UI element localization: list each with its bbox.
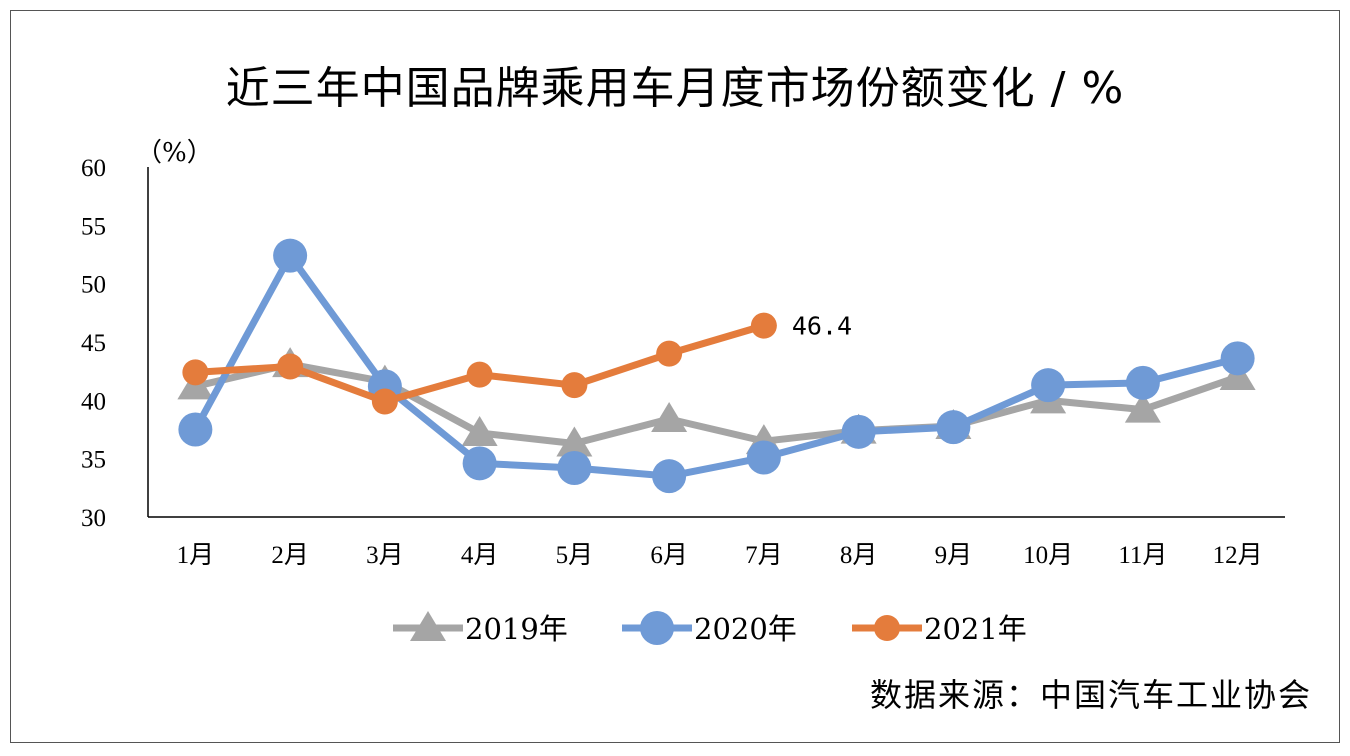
- x-tick-label: 3月: [366, 542, 404, 569]
- y-tick-label: 30: [81, 505, 106, 532]
- chart-title: 近三年中国品牌乘用车月度市场份额变化 / %: [225, 63, 1125, 114]
- x-tick-label: 7月: [745, 542, 783, 569]
- y-tick-label: 40: [81, 388, 106, 415]
- data-point-circle: [1031, 368, 1066, 403]
- legend-marker-circle: [874, 615, 900, 641]
- legend-marker-triangle: [410, 611, 446, 641]
- x-tick-label: 11月: [1118, 542, 1167, 569]
- data-label: 46.4: [792, 312, 852, 341]
- y-tick-label: 45: [81, 330, 106, 357]
- data-point-circle: [746, 440, 781, 475]
- legend-label: 2020年: [694, 612, 797, 646]
- y-tick-label: 50: [81, 272, 106, 299]
- data-point-circle: [462, 446, 497, 481]
- data-point-triangle: [461, 416, 498, 446]
- legend-marker-circle: [640, 611, 674, 645]
- data-point-circle: [371, 388, 398, 415]
- data-source-note: 数据来源：中国汽车工业协会: [869, 676, 1312, 714]
- data-point-circle: [1220, 341, 1255, 376]
- y-axis-unit-label: （%）: [136, 138, 213, 168]
- data-point-circle: [466, 361, 493, 388]
- y-tick-label: 60: [81, 155, 106, 182]
- x-tick-label: 10月: [1023, 542, 1073, 569]
- data-point-triangle: [651, 402, 688, 432]
- x-tick-label: 1月: [177, 542, 215, 569]
- data-point-circle: [936, 410, 971, 445]
- data-point-circle: [652, 459, 687, 494]
- x-tick-label: 9月: [935, 542, 973, 569]
- data-point-circle: [656, 340, 683, 367]
- y-tick-label: 55: [81, 213, 106, 240]
- data-point-circle: [841, 414, 876, 449]
- series-line-2020年: [191, 252, 1242, 480]
- y-tick-label: 35: [81, 447, 106, 474]
- data-point-circle: [178, 412, 213, 447]
- legend-label: 2021年: [924, 612, 1027, 646]
- data-point-circle: [557, 451, 592, 485]
- x-tick-label: 2月: [271, 542, 309, 569]
- data-point-triangle: [1124, 392, 1161, 423]
- data-point-circle: [273, 238, 308, 273]
- x-tick-label: 12月: [1213, 542, 1263, 569]
- x-tick-label: 5月: [556, 542, 594, 569]
- data-point-triangle: [556, 426, 593, 457]
- data-point-circle: [561, 372, 588, 399]
- data-point-circle: [277, 353, 304, 380]
- data-point-circle: [750, 312, 777, 339]
- x-tick-label: 4月: [461, 542, 499, 569]
- x-tick-label: 8月: [840, 542, 878, 569]
- data-point-circle: [1125, 365, 1160, 400]
- series-line-2019年: [191, 360, 1242, 447]
- x-tick-label: 6月: [650, 542, 688, 569]
- legend-label: 2019年: [465, 612, 568, 646]
- data-point-circle: [182, 359, 209, 386]
